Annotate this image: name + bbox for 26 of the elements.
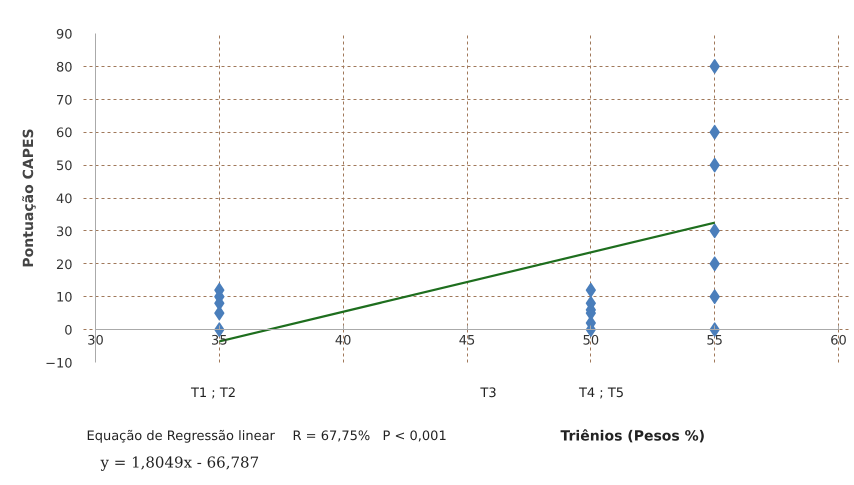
y-tick-label: 80 [56, 60, 73, 76]
text: P < 0,001 [382, 429, 447, 444]
text: T1 ; T2 [190, 386, 236, 401]
text: T3 [479, 386, 497, 401]
y-tick-label: 20 [56, 258, 73, 273]
text: R = 67,75% [292, 429, 370, 444]
text: T4 ; T5 [578, 386, 624, 401]
y-tick-label: 90 [56, 28, 73, 42]
y-tick-label: −10 [45, 356, 73, 372]
text: y = 1,8049x - 66,787 [100, 454, 260, 472]
y-tick-label: 30 [56, 224, 73, 240]
y-tick-label: 0 [64, 324, 73, 339]
x-tick-label: 50 [582, 334, 600, 349]
text: Equação de Regressão linear [86, 429, 276, 444]
x-tick-label: 30 [87, 334, 104, 349]
y-axis-title: Pontuação CAPES [21, 128, 38, 268]
x-tick-label: 60 [830, 334, 847, 349]
y-tick-label: 50 [56, 159, 73, 174]
x-tick-label: 40 [334, 334, 352, 349]
x-tick-label: 55 [706, 334, 723, 349]
x-tick-label: 45 [458, 334, 476, 349]
y-tick-label: 70 [56, 93, 73, 108]
y-tick-label: 60 [56, 126, 73, 142]
y-tick-label: 40 [56, 192, 73, 207]
y-tick-label: 10 [56, 290, 73, 306]
x-axis-title: Triênios (Pesos %) [560, 428, 706, 444]
